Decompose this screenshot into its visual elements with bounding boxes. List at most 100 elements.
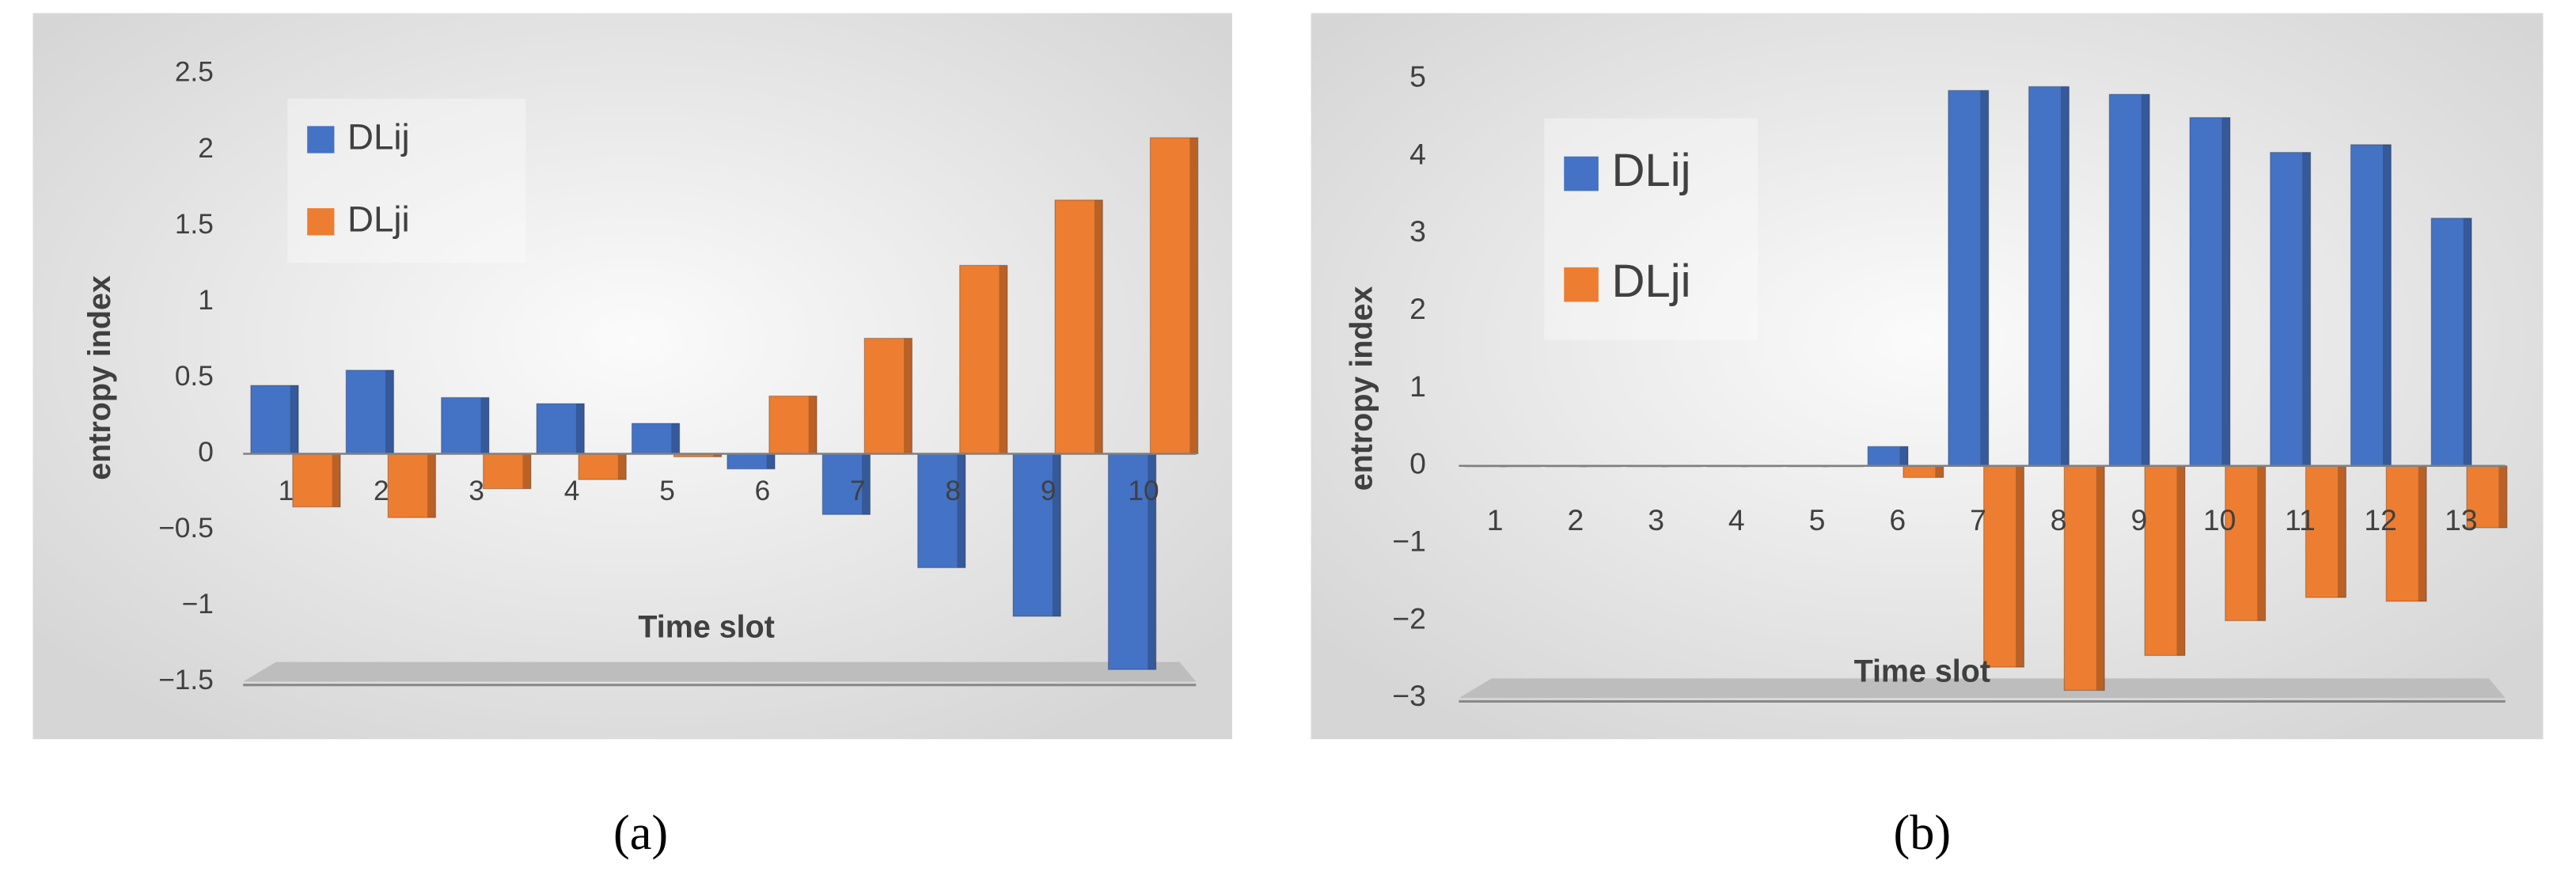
x-tick-label: 6 xyxy=(1889,503,1906,536)
bar-side xyxy=(2382,144,2392,466)
bar xyxy=(2063,465,2105,692)
bar-side xyxy=(2141,94,2150,466)
bar-side xyxy=(766,453,776,469)
bar-side xyxy=(2463,218,2472,466)
y-tick-label: −1 xyxy=(1392,524,1426,557)
floor xyxy=(243,661,1197,682)
x-tick-label: 1 xyxy=(279,476,294,506)
bar xyxy=(2225,465,2267,622)
x-tick-label: 6 xyxy=(755,476,771,506)
bar-side xyxy=(904,338,912,454)
bar xyxy=(536,403,585,455)
bar-side xyxy=(2176,465,2185,656)
y-tick-label: 4 xyxy=(1409,137,1426,170)
x-tick-label: 12 xyxy=(2364,503,2397,536)
bar xyxy=(387,453,437,518)
x-tick-label: 3 xyxy=(1648,503,1664,536)
x-tick-label: 5 xyxy=(659,476,675,506)
bar-side xyxy=(1052,453,1061,616)
x-tick-label: 9 xyxy=(1041,476,1057,506)
legend-swatch xyxy=(1564,267,1599,302)
x-tick-label: 11 xyxy=(2285,503,2316,536)
y-tick-label: 1 xyxy=(1409,370,1426,403)
bar xyxy=(821,453,871,515)
legend-label: DLji xyxy=(347,199,410,239)
bar xyxy=(2385,465,2427,602)
bar-side xyxy=(671,423,680,454)
bar xyxy=(441,396,490,455)
bar xyxy=(292,453,341,508)
y-tick-label: 0 xyxy=(198,437,214,468)
bar xyxy=(2108,93,2150,467)
panel-background xyxy=(1311,13,2544,740)
bar xyxy=(2305,465,2346,598)
bar xyxy=(863,337,913,455)
caption: (a) xyxy=(613,806,668,860)
legend-swatch xyxy=(1564,156,1599,191)
bar-side xyxy=(1189,138,1198,454)
bar-side xyxy=(2096,465,2105,691)
bar-side xyxy=(2302,152,2311,466)
legend-box xyxy=(287,98,526,263)
bar xyxy=(2028,85,2070,467)
x-tick-label: 2 xyxy=(1567,503,1584,536)
floor xyxy=(1459,678,2506,699)
bar-side xyxy=(862,453,871,515)
x-tick-label: 13 xyxy=(2445,503,2478,536)
bar xyxy=(1107,453,1157,670)
bar xyxy=(1149,137,1199,455)
legend-label: DLij xyxy=(347,117,410,157)
y-tick-label: 3 xyxy=(1409,214,1426,248)
y-axis-title: entropy index xyxy=(1344,286,1379,491)
x-tick-label: 8 xyxy=(2051,503,2067,536)
bar-side xyxy=(290,385,299,454)
x-tick-label: 10 xyxy=(1128,476,1159,506)
x-tick-label: 2 xyxy=(374,476,389,506)
bar-side xyxy=(480,397,489,454)
legend-swatch xyxy=(307,208,335,236)
bar-side xyxy=(2498,465,2507,529)
y-tick-label: 2 xyxy=(198,133,214,164)
y-tick-label: −1.5 xyxy=(158,665,214,696)
y-tick-label: 1 xyxy=(198,285,214,316)
y-tick-label: −3 xyxy=(1392,679,1426,712)
legend-label: DLij xyxy=(1611,145,1690,196)
bar-side xyxy=(2061,86,2070,466)
bar xyxy=(917,453,966,569)
bar-side xyxy=(957,453,966,568)
bar xyxy=(768,395,818,455)
x-tick-label: 4 xyxy=(564,476,580,506)
bar-side xyxy=(2257,465,2266,621)
bar xyxy=(483,453,532,490)
x-tick-label: 7 xyxy=(1970,503,1986,536)
y-tick-label: 2 xyxy=(1409,292,1426,325)
y-axis-title: entropy index xyxy=(82,275,117,480)
y-tick-label: 2.5 xyxy=(175,57,214,88)
y-tick-label: −1 xyxy=(182,589,214,620)
bar-side xyxy=(1899,446,1908,466)
y-tick-label: 0 xyxy=(1409,447,1426,480)
bar-side xyxy=(713,453,722,457)
bar xyxy=(250,385,299,455)
bar xyxy=(1982,465,2025,668)
bar-side xyxy=(808,396,818,454)
x-tick-label: 8 xyxy=(945,476,961,506)
bar-side xyxy=(1094,199,1103,454)
panel-background xyxy=(32,13,1232,740)
bar xyxy=(959,264,1008,455)
bar xyxy=(2466,465,2508,529)
y-tick-label: −2 xyxy=(1392,601,1426,635)
x-tick-label: 7 xyxy=(850,476,866,506)
x-tick-label: 5 xyxy=(1809,503,1826,536)
bar-side xyxy=(2016,465,2024,668)
bar xyxy=(2270,151,2312,467)
bar-side xyxy=(1148,453,1156,670)
bar-side xyxy=(575,404,585,454)
legend-swatch xyxy=(307,126,335,154)
bar-side xyxy=(1935,465,1944,478)
bar-side xyxy=(522,453,531,489)
bar-side xyxy=(427,453,436,518)
bar-side xyxy=(2337,465,2346,598)
